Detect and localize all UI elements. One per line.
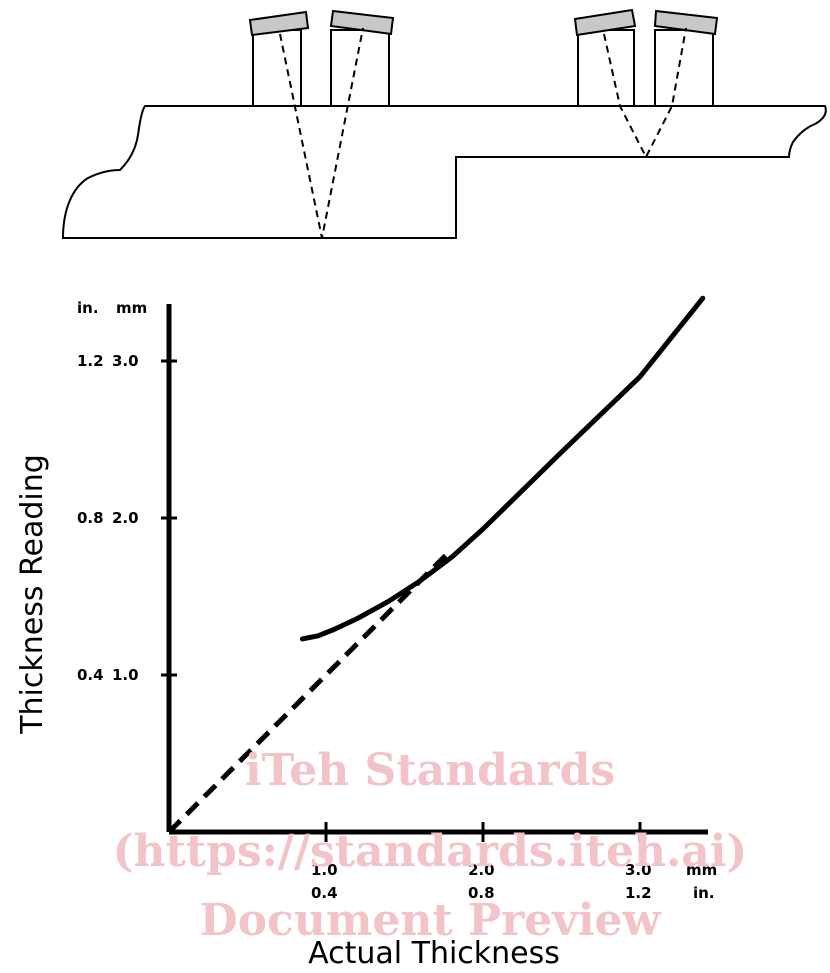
- x-tick-label-in-2: 1.2: [625, 884, 652, 902]
- transducer-left-b-body: [330, 29, 390, 107]
- x-tick-label-mm-0: 1.0: [311, 861, 338, 879]
- watermark-line-2: (https://standards.iteh.ai): [113, 826, 748, 877]
- x-tick-label-mm-1: 2.0: [468, 861, 495, 879]
- watermark: iTeh Standards (https://standards.iteh.a…: [113, 745, 748, 946]
- test-block-schematic: [61, 105, 827, 239]
- transducer-left-b-face: [329, 9, 395, 36]
- x-tick-label-in-0: 0.4: [311, 884, 338, 902]
- watermark-line-1: iTeh Standards: [245, 745, 615, 796]
- transducer-right-b-face: [653, 9, 719, 36]
- x-tick-label-mm-2: 3.0: [625, 861, 652, 879]
- x-axis-label: Actual Thickness: [308, 936, 560, 971]
- beam-path-right: [603, 27, 687, 160]
- stepped-block-outline: [61, 105, 827, 239]
- y-tick-label-mm-2: 3.0: [112, 352, 139, 370]
- watermark-line-3: Document Preview: [200, 895, 662, 946]
- transducer-right-pair: [573, 8, 719, 160]
- y-tick-label-mm-0: 1.0: [112, 666, 139, 684]
- chart: in. mm mm in. 0.4 1.0 0.8 2.0 1.2 3.0 1.0 0.4 2…: [15, 295, 717, 971]
- transducer-left-pair: [248, 9, 395, 239]
- series-line-measured-solid: [299, 295, 706, 642]
- series-layer: [167, 295, 706, 834]
- y-ticks: 0.4 1.0 0.8 2.0 1.2 3.0: [77, 352, 177, 684]
- y-tick-label-mm-1: 2.0: [112, 509, 139, 527]
- transducer-right-a-face: [573, 8, 637, 37]
- series-line-ideal-dashed: [167, 547, 454, 834]
- beam-path-left: [279, 27, 364, 239]
- x-unit-primary: mm: [686, 861, 717, 879]
- y-unit-primary: mm: [116, 299, 147, 317]
- transducer-right-a-body: [577, 29, 635, 107]
- y-tick-label-in-0: 0.4: [77, 666, 104, 684]
- x-tick-label-in-1: 0.8: [468, 884, 495, 902]
- y-tick-label-in-1: 0.8: [77, 509, 104, 527]
- y-tick-label-in-2: 1.2: [77, 352, 104, 370]
- transducer-left-a-face: [248, 10, 310, 37]
- x-ticks: 1.0 0.4 2.0 0.8 3.0 1.2: [311, 822, 652, 902]
- transducer-left-a-body: [252, 29, 302, 107]
- x-unit-secondary: in.: [693, 884, 715, 902]
- y-unit-secondary: in.: [77, 299, 99, 317]
- y-axis-label: Thickness Reading: [15, 454, 50, 735]
